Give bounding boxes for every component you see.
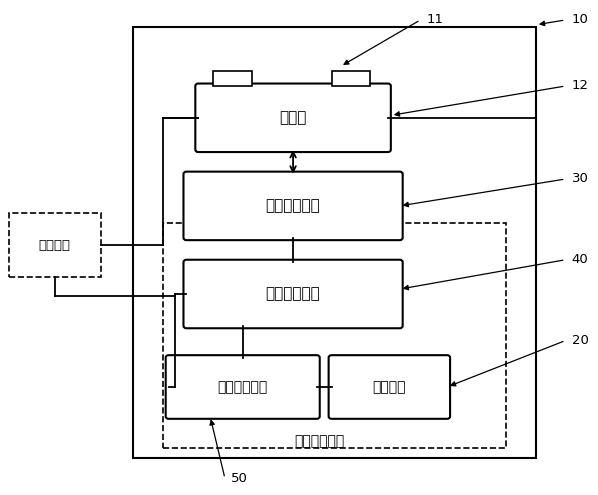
FancyBboxPatch shape (329, 355, 450, 419)
Text: 30: 30 (572, 172, 588, 186)
Text: 11: 11 (426, 13, 443, 26)
FancyBboxPatch shape (184, 172, 402, 240)
Text: 智能控制模块: 智能控制模块 (266, 287, 321, 301)
Text: 功率开关组件: 功率开关组件 (218, 380, 268, 394)
Text: 预充控制组件: 预充控制组件 (295, 434, 345, 448)
Text: 外部控制: 外部控制 (39, 239, 71, 251)
FancyBboxPatch shape (331, 71, 370, 86)
Text: 限流器件: 限流器件 (373, 380, 406, 394)
FancyBboxPatch shape (166, 355, 320, 419)
Text: 20: 20 (572, 334, 588, 347)
FancyBboxPatch shape (196, 84, 391, 152)
Text: 触点吸合线圈: 触点吸合线圈 (266, 198, 321, 213)
Text: 40: 40 (572, 253, 588, 266)
Text: 10: 10 (572, 13, 588, 26)
FancyBboxPatch shape (133, 27, 536, 458)
Text: 主触点: 主触点 (279, 110, 307, 125)
Text: 12: 12 (572, 80, 588, 93)
FancyBboxPatch shape (184, 260, 402, 328)
Text: 50: 50 (231, 472, 248, 485)
FancyBboxPatch shape (213, 71, 252, 86)
